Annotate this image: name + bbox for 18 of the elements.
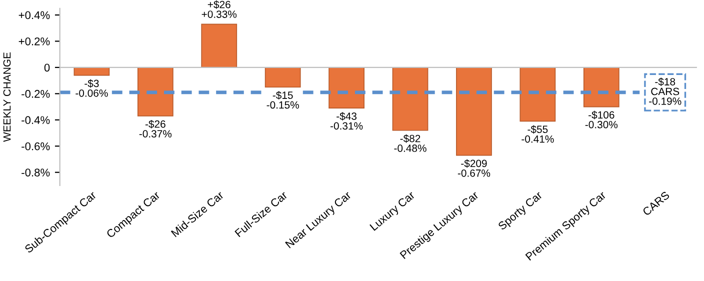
data-label: +$26 +0.33% — [202, 0, 237, 18]
data-label: -$209 -0.67% — [458, 159, 490, 177]
y-tick-label: 0 — [44, 64, 50, 72]
ref-line-label: -$18 CARS -0.19% — [649, 78, 682, 105]
data-label: -$82 -0.48% — [394, 134, 426, 152]
y-tick-label: -0.4% — [22, 116, 50, 124]
y-tick-label: -0.6% — [22, 142, 50, 150]
y-tick-label: +0.4% — [18, 11, 50, 20]
data-label: -$26 -0.37% — [139, 120, 172, 138]
data-label: -$55 -0.41% — [522, 125, 554, 143]
data-label: -$106 -0.30% — [585, 110, 618, 128]
y-tick-label: -0.2% — [22, 90, 50, 98]
data-label: -$3 -0.06% — [76, 79, 108, 97]
data-label: -$43 -0.31% — [330, 112, 363, 130]
y-tick-label: +0.2% — [18, 37, 50, 46]
y-tick-label: -0.8% — [22, 168, 50, 176]
data-label: -$15 -0.15% — [266, 91, 299, 109]
y-axis-title: WEEKLY CHANGE — [3, 52, 11, 142]
